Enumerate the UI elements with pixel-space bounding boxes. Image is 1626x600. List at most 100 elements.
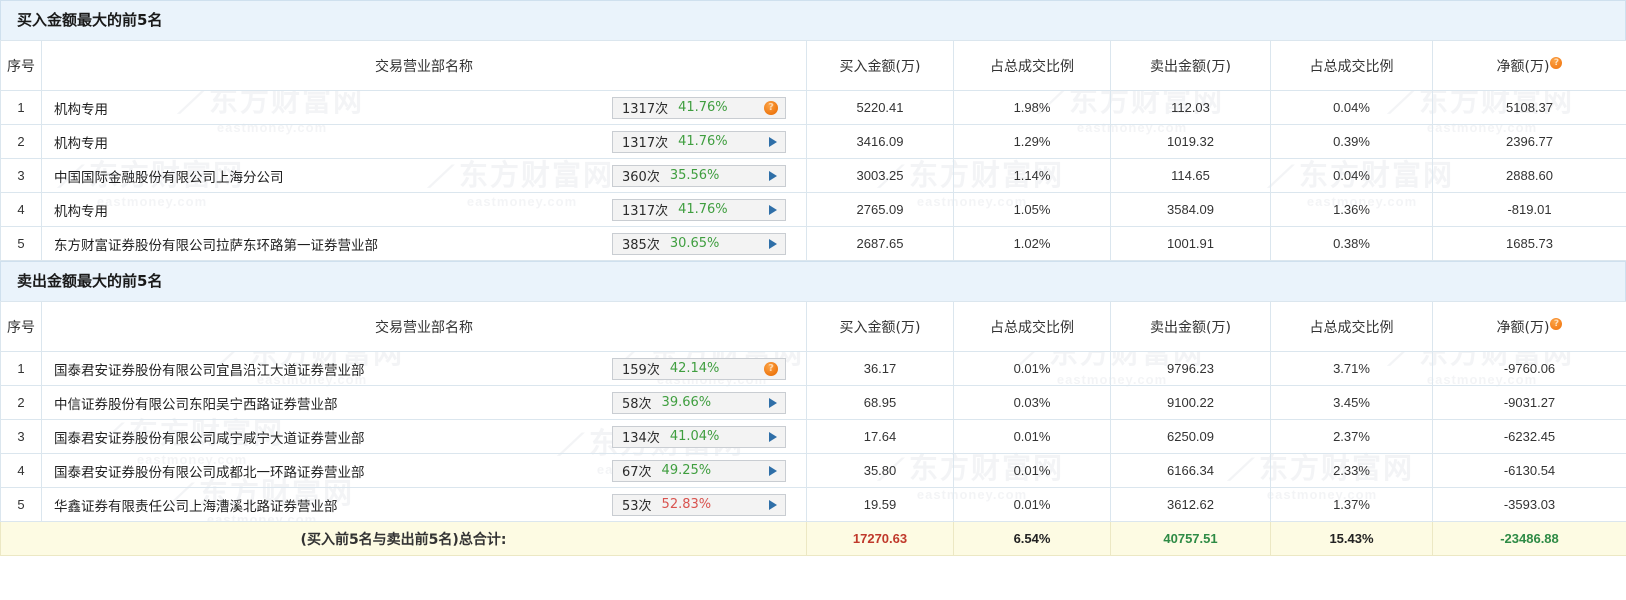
branch-name[interactable]: 机构专用 [54,135,108,152]
expand-arrow-icon[interactable] [769,397,777,408]
branch-stat-pill[interactable]: 134次 41.04% [612,425,786,448]
sell-ratio-cell: 0.38% [1270,226,1433,261]
expand-arrow-icon[interactable] [769,465,777,476]
help-icon[interactable]: ? [1550,56,1563,69]
buy-table-head: 序号 交易营业部名称 买入金额(万) 占总成交比例 卖出金额(万) 占总成交比例… [0,40,1626,91]
sell-amount-cell: 1019.32 [1110,124,1271,159]
branch-cell-inner: 国泰君安证券股份有限公司宜昌沿江大道证券营业部 159次 42.14%? [42,352,806,385]
branch-stat-pill[interactable]: 1317次 41.76% [612,130,786,153]
expand-arrow-icon[interactable] [769,238,777,249]
expand-arrow-icon[interactable] [769,170,777,181]
branch-name[interactable]: 机构专用 [54,101,108,118]
help-icon[interactable]: ? [1550,317,1563,330]
net-amount-cell: 2396.77 [1432,124,1626,159]
pill-percentage: 35.56% [669,168,720,183]
expand-arrow-icon[interactable] [769,499,777,510]
branch-name[interactable]: 东方财富证券股份有限公司拉萨东环路第一证券营业部 [54,237,378,254]
buy-ratio-cell: 0.01% [953,351,1111,386]
pill-percentage: 39.66% [661,395,712,410]
buy-ratio-cell: 0.03% [953,385,1111,420]
branch-name[interactable]: 华鑫证券有限责任公司上海漕溪北路证券营业部 [54,498,338,515]
table-row: 3 国泰君安证券股份有限公司咸宁咸宁大道证券营业部 134次 41.04% 17.64 0… [0,419,1626,454]
col-net-amount: 净额(万)? [1432,301,1626,352]
pill-percentage: 41.76% [678,202,728,217]
table-row: 4 国泰君安证券股份有限公司成都北一环路证券营业部 67次 49.25% 35.80 0.… [0,453,1626,488]
pill-percentage: 52.83% [661,497,712,512]
buy-amount-cell: 5220.41 [806,90,954,125]
branch-stat-pill[interactable]: 1317次 41.76%? [612,96,786,119]
pill-percentage: 41.76% [678,100,728,115]
total-buy-amount: 17270.63 [806,521,954,556]
branch-stat-pill[interactable]: 159次 42.14%? [612,357,786,380]
branch-stat-pill[interactable]: 385次 30.65% [612,232,786,255]
branch-stat-pill[interactable]: 1317次 41.76% [612,198,786,221]
buy-section-title: 买入金额最大的前5名 [0,0,1626,40]
branch-cell: 机构专用 1317次 41.76%? [41,90,807,125]
branch-cell: 机构专用 1317次 41.76% [41,192,807,227]
row-index: 5 [0,226,42,261]
buy-table-body: 1 机构专用 1317次 41.76%? 5220.41 1.98% 112.03 0.04%… [0,90,1626,261]
branch-name[interactable]: 机构专用 [54,203,108,220]
branch-cell-inner: 机构专用 1317次 41.76% [42,125,806,158]
net-amount-cell: -3593.03 [1432,487,1626,522]
branch-cell-inner: 中国国际金融股份有限公司上海分公司 360次 35.56% [42,159,806,192]
help-icon[interactable]: ? [764,100,778,115]
sell-amount-cell: 114.65 [1110,158,1271,193]
sell-ratio-cell: 3.45% [1270,385,1433,420]
sell-ratio-cell: 0.04% [1270,158,1433,193]
buy-ratio-cell: 1.02% [953,226,1111,261]
branch-name[interactable]: 国泰君安证券股份有限公司成都北一环路证券营业部 [54,464,365,481]
branch-name[interactable]: 国泰君安证券股份有限公司咸宁咸宁大道证券营业部 [54,430,365,447]
buy-ratio-cell: 0.01% [953,419,1111,454]
col-branch: 交易营业部名称 [41,301,807,352]
pill-count: 67次 [622,465,652,480]
branch-stat-pill[interactable]: 360次 35.56% [612,164,786,187]
sell-table-body: 1 国泰君安证券股份有限公司宜昌沿江大道证券营业部 159次 42.14%? 36.17… [0,351,1626,556]
branch-name[interactable]: 国泰君安证券股份有限公司宜昌沿江大道证券营业部 [54,362,365,379]
total-buy-ratio: 6.54% [953,521,1111,556]
sell-ratio-cell: 0.04% [1270,90,1433,125]
branch-cell: 国泰君安证券股份有限公司宜昌沿江大道证券营业部 159次 42.14%? [41,351,807,386]
table-row: 4 机构专用 1317次 41.76% 2765.09 1.05% 3584.09 1.36%… [0,192,1626,227]
sell-section-title: 卖出金额最大的前5名 [0,261,1626,301]
buy-amount-cell: 17.64 [806,419,954,454]
col-sell-ratio: 占总成交比例 [1270,301,1433,352]
col-index: 序号 [0,40,42,91]
pill-count: 385次 [622,238,660,253]
pill-percentage: 30.65% [669,236,720,251]
buy-ratio-cell: 0.01% [953,453,1111,488]
branch-cell: 国泰君安证券股份有限公司咸宁咸宁大道证券营业部 134次 41.04% [41,419,807,454]
sell-amount-cell: 9100.22 [1110,385,1271,420]
table-row: 5 华鑫证券有限责任公司上海漕溪北路证券营业部 53次 52.83% 19.59 0.01… [0,487,1626,522]
buy-amount-cell: 36.17 [806,351,954,386]
branch-stat-pill[interactable]: 53次 52.83% [612,493,786,516]
col-buy-ratio: 占总成交比例 [953,40,1111,91]
col-net-amount: 净额(万)? [1432,40,1626,91]
net-amount-cell: 1685.73 [1432,226,1626,261]
branch-cell: 东方财富证券股份有限公司拉萨东环路第一证券营业部 385次 30.65% [41,226,807,261]
expand-arrow-icon[interactable] [769,204,777,215]
branch-name[interactable]: 中信证券股份有限公司东阳吴宁西路证券营业部 [54,396,338,413]
branch-cell-inner: 机构专用 1317次 41.76%? [42,91,806,124]
branch-cell-inner: 国泰君安证券股份有限公司咸宁咸宁大道证券营业部 134次 41.04% [42,420,806,453]
sell-amount-cell: 6250.09 [1110,419,1271,454]
col-buy-amount: 买入金额(万) [806,301,954,352]
sell-ratio-cell: 3.71% [1270,351,1433,386]
sell-ratio-cell: 0.39% [1270,124,1433,159]
branch-stat-pill[interactable]: 67次 49.25% [612,459,786,482]
pill-count: 134次 [622,431,660,446]
branch-cell: 华鑫证券有限责任公司上海漕溪北路证券营业部 53次 52.83% [41,487,807,522]
table-row: 2 中信证券股份有限公司东阳吴宁西路证券营业部 58次 39.66% 68.95 0.03… [0,385,1626,420]
expand-arrow-icon[interactable] [769,136,777,147]
sell-amount-cell: 1001.91 [1110,226,1271,261]
expand-arrow-icon[interactable] [769,431,777,442]
branch-name[interactable]: 中国国际金融股份有限公司上海分公司 [54,169,284,186]
help-icon[interactable]: ? [764,361,778,376]
buy-ratio-cell: 0.01% [953,487,1111,522]
pill-count: 360次 [622,170,660,185]
col-sell-amount: 卖出金额(万) [1110,40,1271,91]
branch-stat-pill[interactable]: 58次 39.66% [612,391,786,414]
table-row: 3 中国国际金融股份有限公司上海分公司 360次 35.56% 3003.25 1.14%… [0,158,1626,193]
buy-amount-cell: 19.59 [806,487,954,522]
